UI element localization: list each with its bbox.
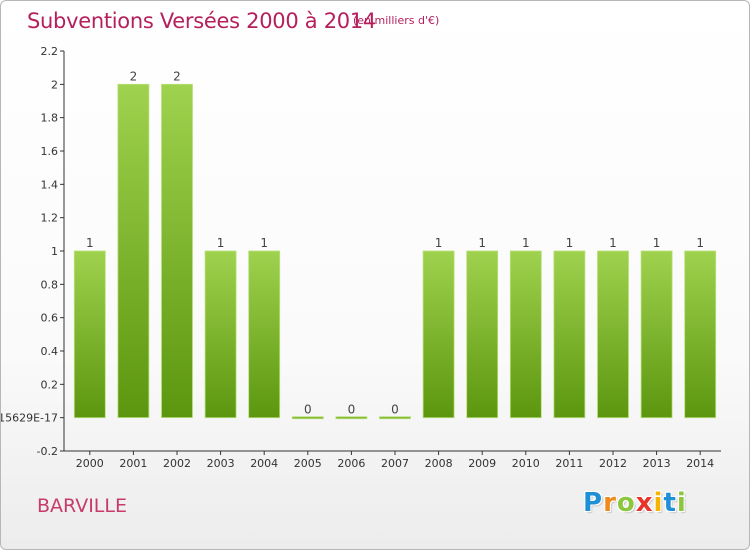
y-tick-label: 1.4 [41,178,59,191]
y-tick-label: 0.2 [41,378,59,391]
x-tick-label: 2010 [512,457,540,470]
y-tick-label: 1 [51,245,58,258]
bar [335,416,368,420]
bar [291,416,324,420]
x-tick-label: 2012 [599,457,627,470]
x-tick-label: 2014 [686,457,714,470]
bar-value-label: 0 [391,403,399,417]
x-tick-label: 2002 [163,457,191,470]
y-tick-label: 0.6 [41,312,59,325]
x-tick-label: 2006 [337,457,365,470]
bar [422,250,455,419]
x-tick-label: 2004 [250,457,278,470]
bar-value-label: 0 [304,403,312,417]
bar [73,250,106,419]
bar [684,250,717,419]
bar-value-label: 1 [566,236,574,250]
y-tick-label: -15629E-17 [1,412,58,425]
bar-value-label: 0 [348,403,356,417]
y-tick-label: 1.2 [41,212,59,225]
y-tick-label: 1.6 [41,145,59,158]
bar [204,250,237,419]
x-tick-label: 2008 [425,457,453,470]
bar-value-label: 2 [130,69,138,83]
x-tick-label: 2011 [555,457,583,470]
bar [509,250,542,419]
logo-letter: i [653,488,664,518]
logo-letter: x [635,488,654,518]
logo-letter: i [676,488,687,518]
bar-value-label: 1 [478,236,486,250]
bar-value-label: 1 [609,236,617,250]
x-tick-label: 2003 [207,457,235,470]
chart-subtitle: (en milliers d'€) [353,14,440,27]
bar-value-label: 1 [522,236,530,250]
bar-value-label: 1 [260,236,268,250]
y-tick-label: -0.2 [37,445,58,458]
bar-value-label: 1 [86,236,94,250]
bar [379,416,411,420]
bar-value-label: 1 [217,236,225,250]
y-tick-label: 2 [51,78,58,91]
logo-letter: P [583,488,604,518]
y-tick-label: 0.8 [41,278,59,291]
y-tick-label: 2.2 [41,45,59,58]
x-tick-label: 2005 [294,457,322,470]
x-tick-label: 2001 [119,457,147,470]
bar [597,250,629,419]
x-tick-label: 2007 [381,457,409,470]
bar-value-label: 1 [696,236,704,250]
bar [640,250,673,419]
x-tick-label: 2013 [643,457,671,470]
x-tick-label: 2009 [468,457,496,470]
logo-letter: r [603,488,617,518]
bar [161,83,193,418]
bar [466,250,499,419]
logo-letter: o [616,488,636,518]
bar [117,83,150,418]
y-tick-label: 0.4 [41,345,59,358]
commune-name: BARVILLE [37,495,127,517]
bar [553,250,586,419]
bar-value-label: 1 [435,236,443,250]
y-tick-label: 1.8 [41,112,59,125]
bar [248,250,281,419]
chart-title: Subventions Versées 2000 à 2014 [27,9,376,33]
bar-value-label: 1 [653,236,661,250]
logo-letter: t [663,488,677,518]
proxiti-logo[interactable]: Proxiti [583,488,687,518]
bar-value-label: 2 [173,69,181,83]
x-tick-label: 2000 [76,457,104,470]
